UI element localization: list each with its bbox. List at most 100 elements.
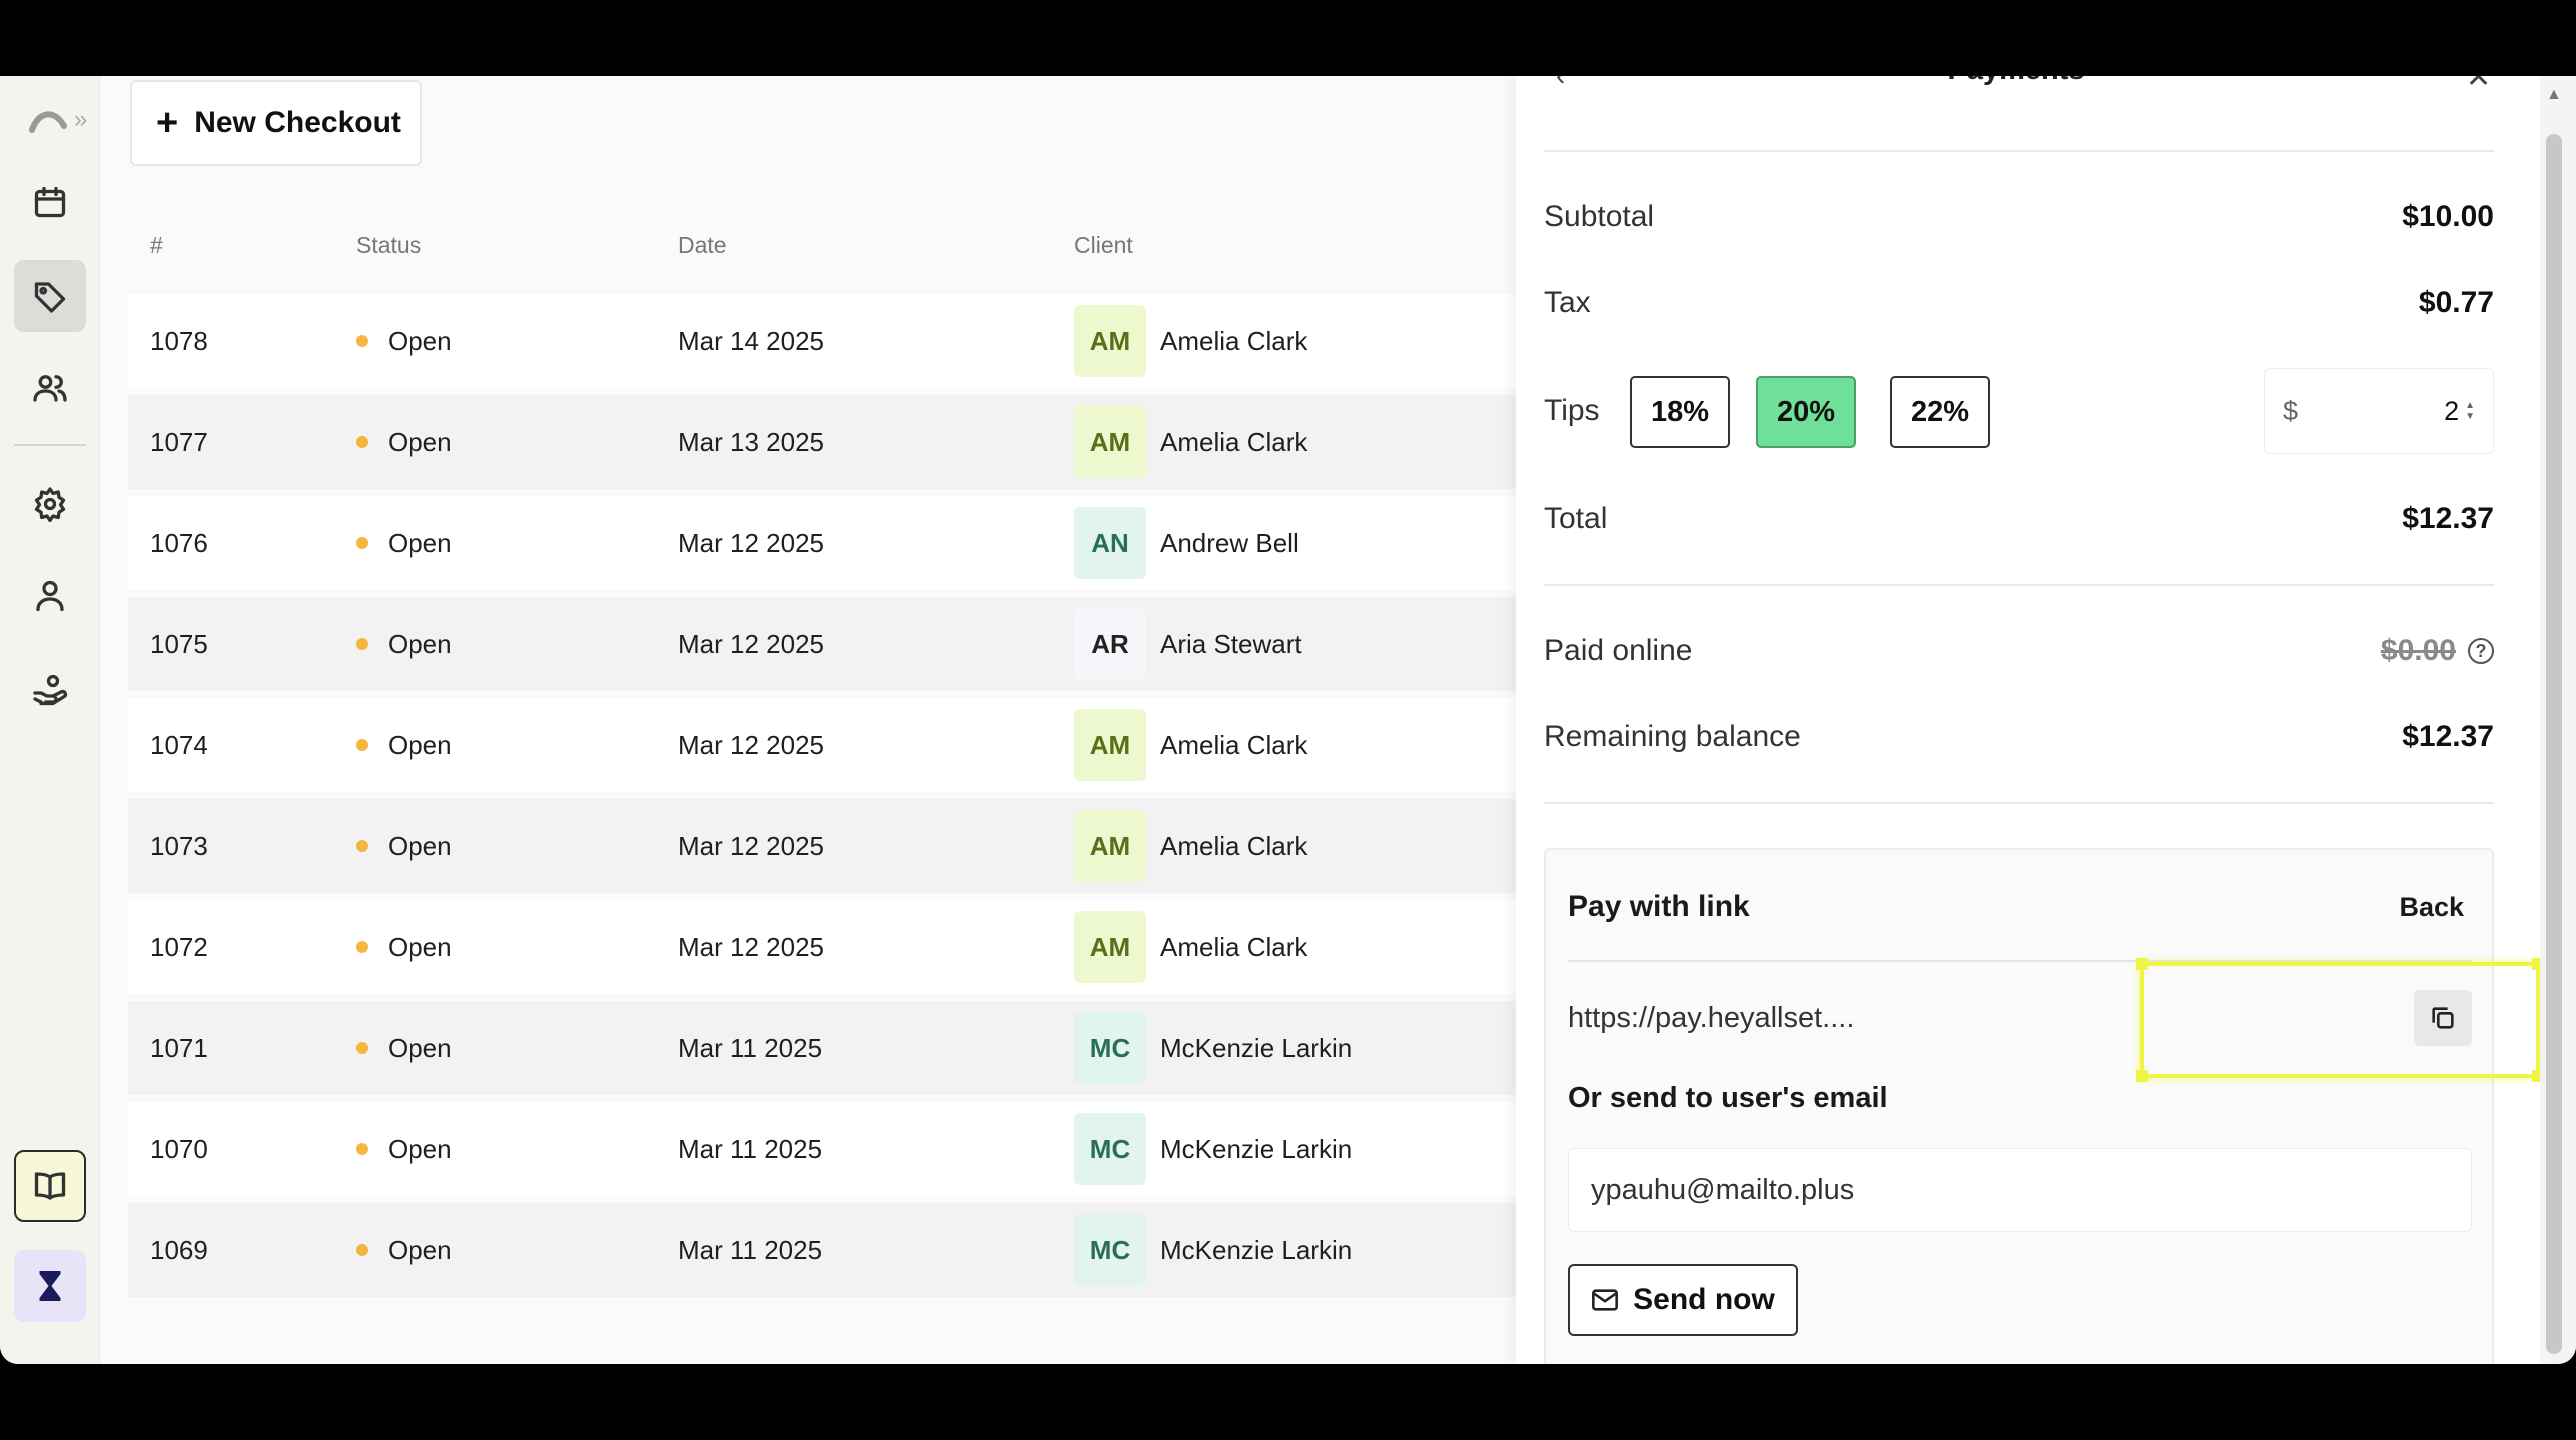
column-header-client[interactable]: Client (1074, 232, 1133, 258)
status-badge: Open (388, 830, 452, 861)
subtotal-value: $10.00 (2402, 200, 2494, 233)
status-dot (356, 537, 368, 549)
pay-with-link-card: Pay with link Back https://pay.heyallset… (1544, 848, 2544, 1364)
tips-label: Tips (1544, 394, 1600, 427)
back-button[interactable]: Back (2399, 892, 2464, 922)
sidebar-item-clients[interactable] (14, 352, 86, 424)
panel-title: Payments (1516, 76, 2516, 87)
screen-bottom-border (0, 1364, 2576, 1440)
table-row[interactable]: 1075 Open Mar 12 2025 AR Aria Stewart (128, 597, 1516, 691)
status-badge: Open (388, 1133, 452, 1164)
table-row[interactable]: 1070 Open Mar 11 2025 MC McKenzie Larkin (128, 1102, 1516, 1196)
sidebar-item-calendar[interactable] (14, 166, 86, 238)
status-badge: Open (388, 1234, 452, 1265)
table-row[interactable]: 1078 Open Mar 14 2025 AM Amelia Clark (128, 294, 1516, 388)
client-name: McKenzie Larkin (1160, 1234, 1353, 1265)
column-header-date[interactable]: Date (678, 232, 727, 258)
logo-icon: » (28, 106, 87, 134)
sidebar-item-profile[interactable] (14, 560, 86, 632)
tip-20-button[interactable]: 20% (1756, 376, 1856, 448)
status-dot (356, 1244, 368, 1256)
table-row[interactable]: 1073 Open Mar 12 2025 AM Amelia Clark (128, 799, 1516, 893)
email-value: ypauhu@mailto.plus (1591, 1173, 1855, 1206)
client-cell: AM Amelia Clark (1074, 294, 1307, 388)
avatar: AN (1074, 507, 1146, 579)
avatar: AM (1074, 810, 1146, 882)
checkouts-main: + New Checkout # Status Date Client 1078… (100, 76, 1516, 1364)
divider (1568, 960, 2472, 962)
user-icon (36, 580, 64, 612)
subtotal-label: Subtotal (1544, 200, 1655, 233)
mail-icon (1592, 1289, 1619, 1311)
expand-sidebar-icon[interactable]: » (74, 106, 88, 133)
status-dot (356, 739, 368, 751)
client-cell: AM Amelia Clark (1074, 395, 1307, 489)
scroll-thumb[interactable] (2546, 134, 2562, 1354)
sidebar-item-settings[interactable] (14, 468, 86, 540)
total-value: $12.37 (2402, 502, 2494, 535)
paid-online-row: Paid online $0.00 ? (1544, 634, 2494, 668)
new-checkout-button[interactable]: + New Checkout (130, 80, 422, 166)
stepper-icon[interactable]: ▲ ▼ (2465, 400, 2475, 422)
status-dot (356, 335, 368, 347)
total-label: Total (1544, 502, 1608, 535)
table-row[interactable]: 1069 Open Mar 11 2025 MC McKenzie Larkin (128, 1203, 1516, 1297)
send-now-button[interactable]: Send now (1568, 1264, 1798, 1336)
sidebar-item-timer[interactable] (14, 1250, 86, 1322)
checkout-id: 1071 (150, 1032, 208, 1063)
client-name: Andrew Bell (1160, 527, 1299, 558)
pay-with-link-title: Pay with link (1568, 890, 1750, 923)
custom-tip-input[interactable]: $ 2 ▲ ▼ (2264, 368, 2494, 454)
close-icon[interactable]: ✕ (2466, 76, 2492, 94)
client-name: Amelia Clark (1160, 325, 1308, 356)
scroll-up-icon[interactable]: ▲ (2546, 86, 2562, 103)
status-cell: Open (356, 900, 452, 994)
status-dot (356, 941, 368, 953)
status-badge: Open (388, 527, 452, 558)
table-row[interactable]: 1071 Open Mar 11 2025 MC McKenzie Larkin (128, 1001, 1516, 1095)
status-dot (356, 436, 368, 448)
client-name: Amelia Clark (1160, 931, 1308, 962)
send-now-label: Send now (1633, 1283, 1775, 1316)
sidebar-item-docs[interactable] (14, 1150, 86, 1222)
client-cell: AM Amelia Clark (1074, 900, 1307, 994)
client-cell: MC McKenzie Larkin (1074, 1102, 1352, 1196)
table-row[interactable]: 1076 Open Mar 12 2025 AN Andrew Bell (128, 496, 1516, 590)
avatar: MC (1074, 1214, 1146, 1286)
client-name: Amelia Clark (1160, 830, 1308, 861)
checkout-date: Mar 13 2025 (678, 426, 824, 457)
sidebar-item-checkouts[interactable] (14, 260, 86, 332)
table-row[interactable]: 1072 Open Mar 12 2025 AM Amelia Clark (128, 900, 1516, 994)
client-cell: AR Aria Stewart (1074, 597, 1302, 691)
email-section-label: Or send to user's email (1568, 1082, 1888, 1114)
client-name: Aria Stewart (1160, 628, 1302, 659)
tax-value: $0.77 (2418, 286, 2494, 319)
status-dot (356, 1143, 368, 1155)
chevron-left-icon[interactable]: ‹ (1556, 76, 1565, 92)
table-row[interactable]: 1077 Open Mar 13 2025 AM Amelia Clark (128, 395, 1516, 489)
checkout-date: Mar 14 2025 (678, 325, 824, 356)
status-cell: Open (356, 496, 452, 590)
status-cell: Open (356, 1203, 452, 1297)
tip-22-button[interactable]: 22% (1890, 376, 1990, 448)
client-cell: MC McKenzie Larkin (1074, 1001, 1352, 1095)
gear-icon (34, 487, 66, 522)
status-badge: Open (388, 426, 452, 457)
email-field[interactable]: ypauhu@mailto.plus (1568, 1148, 2472, 1232)
scrollbar[interactable]: ▲ (2540, 76, 2576, 1364)
status-cell: Open (356, 698, 452, 792)
hand-heart-icon (33, 674, 68, 706)
status-dot (356, 840, 368, 852)
column-header-status[interactable]: Status (356, 232, 422, 258)
remaining-balance-row: Remaining balance $12.37 (1544, 720, 2494, 754)
tip-18-button[interactable]: 18% (1630, 376, 1730, 448)
column-header-id[interactable]: # (150, 232, 163, 258)
table-row[interactable]: 1074 Open Mar 12 2025 AM Amelia Clark (128, 698, 1516, 792)
sidebar-item-care[interactable] (14, 654, 86, 726)
status-cell: Open (356, 597, 452, 691)
highlight-box (2136, 958, 2544, 1082)
status-cell: Open (356, 294, 452, 388)
checkout-id: 1077 (150, 426, 208, 457)
copy-link-button[interactable] (2414, 990, 2472, 1046)
help-icon[interactable]: ? (2468, 638, 2494, 664)
